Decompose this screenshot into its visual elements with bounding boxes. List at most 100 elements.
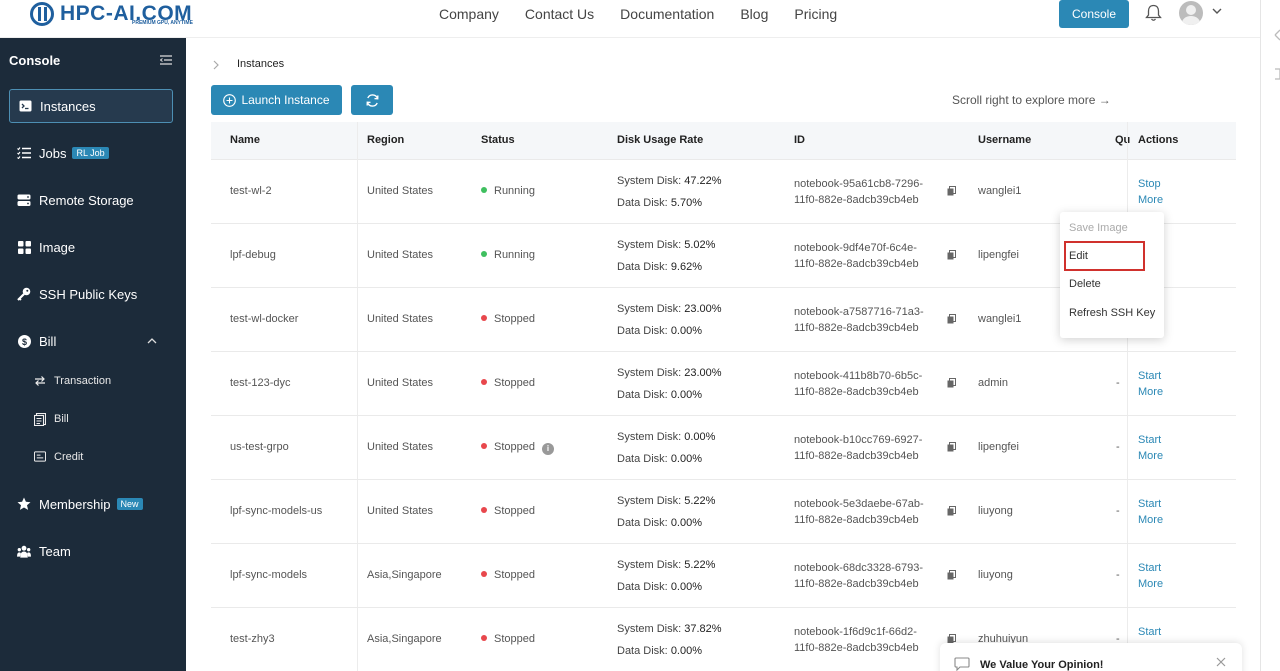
menu-item-refresh-ssh-key[interactable]: Refresh SSH Key [1069, 307, 1156, 319]
instance-quota: - [1116, 505, 1120, 517]
key-icon [17, 287, 31, 301]
copy-icon[interactable] [947, 442, 956, 452]
sidebar-subitem-transaction[interactable]: Transaction [34, 370, 111, 392]
avatar[interactable] [1179, 1, 1203, 25]
instance-status: Running [481, 185, 535, 197]
instance-username: zhuhuiyun [978, 633, 1029, 645]
sidebar-item-label: Instances [40, 98, 96, 114]
sidebar-subitem-bill[interactable]: Bill [34, 408, 69, 430]
more-button[interactable]: More [1138, 386, 1164, 398]
info-icon[interactable]: i [541, 443, 554, 455]
status-text: Stopped [494, 505, 535, 517]
copy-icon[interactable] [947, 506, 956, 516]
instance-name: us-test-grpo [230, 441, 289, 453]
more-button[interactable]: More [1138, 194, 1164, 206]
instance-id-line: notebook-5e3daebe-67ab- [794, 498, 924, 510]
instance-status: Stopped [481, 313, 535, 325]
sidebar-item-label: Bill [39, 333, 57, 349]
table-row: us-test-grpo United States Stopped i System … [211, 416, 1236, 480]
launch-instance-label: Launch Instance [241, 93, 330, 107]
sidebar-item-jobs[interactable]: Jobs RL Job [9, 136, 173, 170]
copy-icon[interactable] [947, 378, 956, 388]
instance-status: Stopped i [481, 441, 554, 455]
scroll-up-icon[interactable] [1274, 28, 1280, 42]
chevron-up-icon[interactable] [147, 337, 157, 344]
sidebar-subitem-credit[interactable]: Credit [34, 446, 83, 468]
sidebar-item-remote-storage[interactable]: Remote Storage [9, 183, 173, 217]
system-disk-value: 37.82% [684, 623, 722, 635]
start-button[interactable]: Start [1138, 434, 1162, 446]
copy-icon[interactable] [947, 186, 956, 196]
copy-icon[interactable] [947, 570, 956, 580]
copy-icon[interactable] [947, 634, 956, 644]
status-text: Running [494, 249, 535, 261]
nav-blog[interactable]: Blog [740, 6, 769, 22]
table-row: test-wl-2 United States Running System Disk… [211, 160, 1236, 224]
refresh-button[interactable] [351, 85, 393, 115]
sidebar-item-ssh-public-keys[interactable]: SSH Public Keys [9, 277, 173, 311]
instance-region: United States [367, 185, 434, 197]
scroll-mark-icon [1275, 68, 1280, 80]
stop-button[interactable]: Stop [1138, 178, 1161, 190]
nav-pricing[interactable]: Pricing [794, 6, 838, 22]
bell-icon[interactable] [1145, 4, 1162, 22]
more-button[interactable]: More [1138, 450, 1164, 462]
more-button[interactable]: More [1138, 514, 1164, 526]
nav-contact-us[interactable]: Contact Us [524, 6, 595, 22]
sidebar-item-membership[interactable]: Membership New [9, 487, 173, 521]
start-button[interactable]: Start [1138, 562, 1162, 574]
menu-item-delete[interactable]: Delete [1069, 278, 1101, 290]
start-button[interactable]: Start [1138, 498, 1162, 510]
start-button[interactable]: Start [1138, 370, 1162, 382]
feedback-widget[interactable]: We Value Your Opinion! [940, 643, 1242, 671]
menu-item-edit[interactable]: Edit [1069, 250, 1088, 262]
row-actions: Start [1138, 624, 1161, 640]
instance-quota: - [1116, 633, 1120, 645]
team-icon [17, 544, 31, 558]
close-icon[interactable] [1216, 657, 1226, 667]
chevron-down-icon[interactable] [1212, 6, 1222, 16]
sidebar-item-image[interactable]: Image [9, 230, 173, 264]
instance-id: notebook-5e3daebe-67ab- 11f0-882e-8adcb39… [794, 496, 924, 528]
nav-documentation[interactable]: Documentation [620, 6, 715, 22]
refresh-icon [366, 93, 378, 107]
disk-usage: System Disk: 47.22% Data Disk: 5.70% [617, 170, 722, 214]
page-scrollbar[interactable] [1260, 0, 1280, 671]
console-button[interactable]: Console [1059, 0, 1129, 28]
disk-usage: System Disk: 23.00% Data Disk: 0.00% [617, 298, 722, 342]
data-disk-value: 0.00% [670, 325, 703, 337]
logo[interactable]: HPC-AI.COM [30, 0, 192, 28]
instance-name: test-wl-2 [230, 185, 272, 197]
dollar-icon: $ [17, 334, 31, 348]
main-nav: Company Contact Us Documentation Blog Pr… [439, 6, 837, 22]
chevron-right-icon [213, 60, 219, 70]
sidebar-item-instances[interactable]: Instances [9, 89, 173, 123]
instance-username: lipengfei [978, 441, 1019, 453]
table-row: test-123-dyc United States Stopped System D… [211, 352, 1236, 416]
sidebar-item-bill[interactable]: $ Bill [9, 324, 173, 358]
table-row: test-wl-docker United States Stopped System… [211, 288, 1236, 352]
start-button[interactable]: Start [1138, 626, 1162, 638]
data-disk-label: Data Disk: [617, 389, 668, 401]
instance-id-line: notebook-9df4e70f-6c4e- [794, 242, 917, 254]
column-divider [357, 122, 358, 671]
more-button[interactable]: More [1138, 578, 1164, 590]
system-disk-label: System Disk: [617, 239, 682, 251]
disk-usage: System Disk: 5.22% Data Disk: 0.00% [617, 490, 715, 534]
instance-region: Asia,Singapore [367, 569, 442, 581]
nav-company[interactable]: Company [439, 6, 499, 22]
copy-icon[interactable] [947, 250, 956, 260]
column-header-quota: Qu [1115, 134, 1131, 146]
column-header-status: Status [481, 134, 515, 146]
collapse-menu-icon[interactable] [160, 55, 172, 65]
system-disk-label: System Disk: [617, 303, 682, 315]
row-actions: Start More [1138, 496, 1163, 528]
launch-instance-button[interactable]: Launch Instance [211, 85, 342, 115]
scroll-hint: Scroll right to explore more → [952, 93, 1111, 107]
sidebar-item-team[interactable]: Team [9, 534, 173, 568]
sidebar-subitem-label: Transaction [54, 375, 112, 387]
status-text: Stopped [494, 633, 535, 645]
status-text: Stopped [494, 569, 535, 581]
copy-icon[interactable] [947, 314, 956, 324]
sidebar-subitem-label: Bill [54, 413, 69, 425]
